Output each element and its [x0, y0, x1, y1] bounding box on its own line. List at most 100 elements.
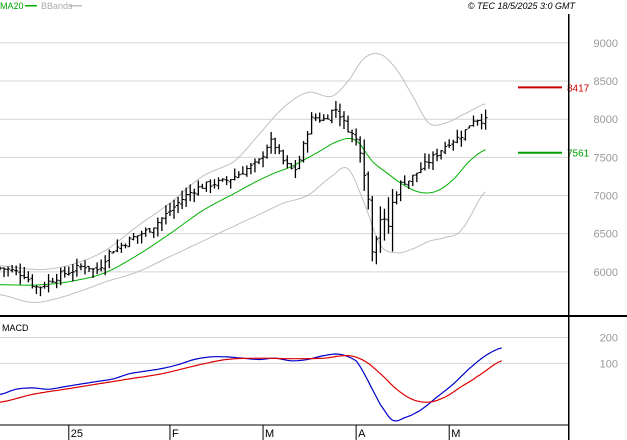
price-bar: [212, 179, 217, 189]
price-bar: [82, 260, 87, 275]
price-bar: [358, 136, 363, 163]
price-bar: [0, 266, 2, 271]
panel-divider: [0, 315, 627, 317]
price-y-tick-label: 6500: [594, 229, 618, 241]
price-bar: [18, 263, 23, 285]
price-bar: [188, 184, 193, 202]
price-bar: [248, 162, 253, 175]
macd-series-line: [0, 347, 502, 422]
price-bar: [58, 267, 63, 286]
price-bar: [172, 199, 177, 219]
price-bar: [30, 274, 35, 289]
right-axis-line: [568, 14, 570, 440]
chart-header: MA20 BBands © TEC 18/5/2025 3:0 GMT: [0, 1, 576, 11]
price-bar: [257, 158, 261, 165]
x-axis: 25 F M A M: [0, 424, 568, 440]
price-bar: [341, 111, 346, 130]
price-bar: [443, 141, 448, 155]
price-bar: [281, 149, 286, 165]
price-bar: [167, 202, 172, 216]
price-bar: [370, 195, 375, 262]
price-bar: [265, 144, 270, 159]
price-bar: [374, 236, 379, 265]
price-bar: [135, 235, 140, 244]
bbands-legend-swatch: [70, 5, 82, 7]
macd-y-axis-ticks: 100 200: [600, 333, 618, 371]
price-bar: [22, 267, 27, 280]
bbands-legend-label: BBands: [41, 1, 73, 11]
price-bar: [10, 265, 15, 273]
x-axis-tick-label: A: [358, 428, 366, 440]
price-bar: [362, 139, 367, 191]
price-bar: [180, 190, 185, 210]
bband-lower-line: [0, 166, 486, 304]
price-bar: [346, 115, 351, 133]
price-bar: [406, 180, 411, 189]
price-bar: [111, 251, 116, 254]
x-axis-tick-label: 25: [71, 428, 83, 440]
price-bar: [382, 208, 387, 241]
price-bar: [228, 179, 233, 189]
price-bar: [216, 177, 221, 190]
signal-series-line: [0, 355, 502, 403]
bollinger-bands: [0, 53, 486, 304]
price-bar: [26, 271, 31, 283]
price-bar: [2, 267, 7, 278]
price-bar: [192, 188, 197, 203]
price-bar: [261, 151, 266, 168]
price-bar: [127, 236, 132, 248]
price-bar: [224, 176, 229, 186]
price-bar: [240, 166, 245, 175]
price-bar: [87, 265, 92, 273]
price-bar: [232, 168, 237, 181]
price-bar: [46, 274, 51, 293]
price-bar: [354, 128, 359, 146]
price-bar: [95, 262, 100, 275]
price-bar: [208, 179, 213, 194]
ma20-path: [0, 138, 486, 286]
price-gridlines: [0, 42, 568, 273]
price-bar: [78, 263, 83, 271]
price-y-tick-label: 9000: [594, 38, 618, 50]
price-bar: [463, 129, 468, 141]
price-bar: [50, 277, 55, 283]
price-bar: [139, 230, 144, 244]
price-bar: [459, 130, 464, 147]
price-bar: [103, 255, 108, 276]
macd-label: MACD: [2, 323, 29, 333]
price-bar: [119, 242, 124, 253]
price-bar: [293, 160, 298, 179]
macd-lines: [0, 347, 502, 422]
price-bar: [74, 258, 79, 277]
price-bar: [333, 100, 338, 118]
ma20-legend-swatch: [25, 5, 37, 7]
macd-y-tick-label: 200: [600, 333, 618, 345]
price-bar: [151, 227, 156, 239]
price-bar: [426, 153, 431, 169]
price-y-axis-ticks: 6000 6500 7000 7500 8000 8500 9000: [594, 38, 618, 279]
price-bar: [386, 197, 391, 234]
price-y-tick-label: 8000: [594, 114, 618, 126]
price-bar: [200, 183, 205, 189]
price-ohlc-bars: [0, 100, 488, 297]
price-bar: [301, 140, 306, 163]
price-bar: [131, 232, 136, 241]
price-bar: [184, 187, 189, 207]
price-bar: [402, 175, 407, 185]
price-bar: [159, 217, 164, 232]
ma20-legend-label: MA20: [0, 1, 24, 11]
price-bar: [325, 114, 330, 120]
price-bar: [467, 125, 472, 129]
price-bar: [34, 285, 39, 294]
price-bar: [204, 181, 209, 192]
price-bar: [350, 129, 355, 143]
price-bar: [313, 113, 318, 121]
price-bar: [155, 217, 160, 237]
price-bar: [115, 239, 120, 253]
price-y-tick-label: 7500: [594, 152, 618, 164]
price-bar: [62, 266, 67, 278]
price-bar: [378, 206, 383, 253]
price-bar: [422, 153, 427, 171]
bband-upper-line: [0, 53, 486, 271]
